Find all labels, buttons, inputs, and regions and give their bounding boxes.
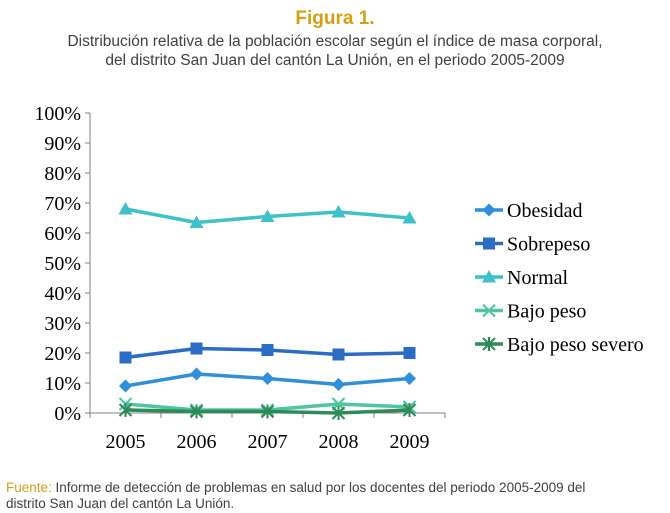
legend-label-normal: Normal bbox=[507, 267, 569, 289]
legend-marker-normal bbox=[482, 270, 496, 283]
source-text-line2: distrito San Juan del cantón La Unión. bbox=[6, 496, 235, 511]
data-point-bajo-peso-severo bbox=[189, 404, 204, 419]
legend-marker-bajo-peso bbox=[482, 303, 496, 318]
figure-subtitle-line1: Distribución relativa de la población es… bbox=[67, 33, 603, 50]
y-tick-label: 20% bbox=[44, 343, 81, 365]
y-tick-label: 10% bbox=[44, 373, 81, 395]
x-tick-label: 2008 bbox=[319, 431, 359, 453]
source-note: Fuente: Informe de detección de problema… bbox=[6, 480, 666, 512]
data-point-sobrepeso bbox=[261, 344, 274, 356]
legend-label-obesidad: Obesidad bbox=[507, 200, 583, 222]
data-point-bajo-peso-severo bbox=[118, 403, 133, 417]
legend-marker-sobrepeso bbox=[483, 237, 495, 250]
y-tick-label: 30% bbox=[44, 313, 81, 335]
legend-marker-obesidad bbox=[482, 203, 496, 217]
x-tick-label: 2005 bbox=[106, 431, 146, 453]
data-point-normal bbox=[118, 202, 133, 215]
data-point-obesidad bbox=[119, 379, 132, 393]
y-tick-label: 100% bbox=[34, 103, 81, 125]
x-tick-label: 2009 bbox=[390, 431, 430, 453]
source-note-line1: Fuente: Informe de detección de problema… bbox=[6, 480, 666, 496]
legend-label-sobrepeso: Sobrepeso bbox=[507, 234, 590, 256]
legend-label-bajo-peso: Bajo peso bbox=[507, 301, 586, 323]
x-tick-label: 2007 bbox=[248, 431, 288, 453]
y-tick-label: 70% bbox=[44, 193, 81, 215]
data-point-sobrepeso bbox=[332, 348, 345, 361]
figure-subtitle-line2: del distrito San Juan del cantón La Unió… bbox=[105, 52, 565, 69]
data-point-normal bbox=[260, 209, 275, 222]
data-point-sobrepeso bbox=[119, 351, 132, 364]
y-tick-label: 40% bbox=[44, 283, 81, 305]
line-chart: 0% 10% 20% 30% 40% 50% 60% 70% 80% 90% 100% 2005 200… bbox=[34, 103, 644, 453]
data-point-normal bbox=[189, 215, 204, 228]
data-point-bajo-peso-severo bbox=[402, 403, 417, 417]
y-tick-label: 0% bbox=[54, 403, 81, 425]
data-point-obesidad bbox=[332, 378, 345, 391]
figure-title: Figura 1. bbox=[295, 8, 375, 29]
data-point-normal bbox=[331, 205, 346, 218]
data-point-normal bbox=[402, 211, 417, 224]
figure-subtitle: Distribución relativa de la población es… bbox=[10, 32, 660, 70]
y-tick-label: 60% bbox=[44, 223, 81, 245]
source-text-line1: Informe de detección de problemas en sal… bbox=[51, 480, 586, 495]
data-point-sobrepeso bbox=[190, 342, 203, 355]
data-point-obesidad bbox=[190, 367, 203, 381]
y-tick-label: 50% bbox=[44, 253, 81, 275]
data-point-bajo-peso-severo bbox=[260, 404, 275, 419]
data-point-obesidad bbox=[261, 372, 274, 385]
legend-label-bajo-peso-severo: Bajo peso severo bbox=[507, 334, 644, 356]
y-tick-label: 80% bbox=[44, 163, 81, 185]
data-point-bajo-peso-severo bbox=[331, 406, 346, 420]
data-point-obesidad bbox=[403, 372, 416, 385]
data-point-sobrepeso bbox=[403, 347, 416, 359]
x-tick-label: 2006 bbox=[177, 431, 217, 453]
source-label: Fuente: bbox=[6, 480, 52, 495]
legend-marker-bajo-peso-severo bbox=[482, 337, 496, 351]
y-tick-label: 90% bbox=[44, 133, 81, 155]
